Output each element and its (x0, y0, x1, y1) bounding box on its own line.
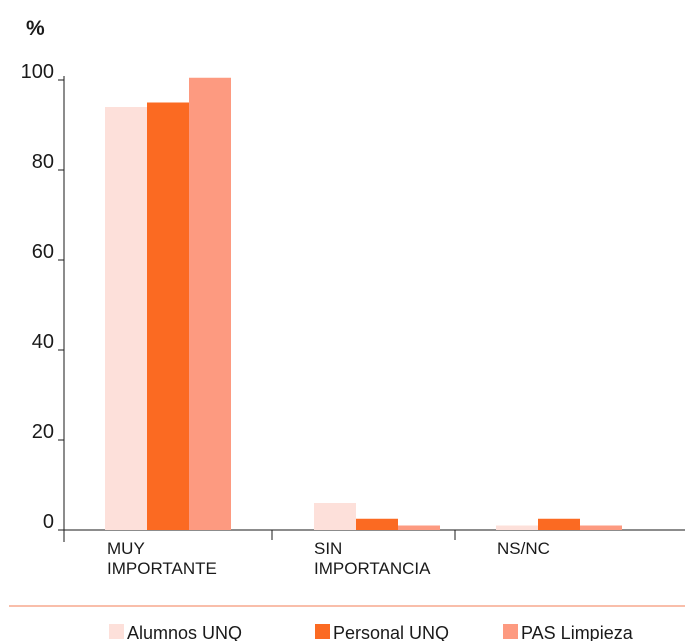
legend-item: Personal UNQ (315, 623, 449, 641)
bar (314, 503, 356, 530)
bar (189, 77, 231, 530)
bars (105, 77, 622, 530)
category-labels: MUY IMPORTANTE SIN IMPORTANCIA NS/NC (107, 539, 550, 578)
legend-item: Alumnos UNQ (109, 623, 242, 641)
legend-swatch (503, 624, 518, 639)
x-category-label: MUY IMPORTANTE (107, 539, 217, 578)
y-tick-label: 100 (21, 61, 54, 83)
legend-label: PAS Limpieza (521, 623, 634, 641)
legend-label: Personal UNQ (333, 623, 449, 641)
legend-swatch (109, 624, 124, 639)
legend: Alumnos UNQ Personal UNQ PAS Limpieza (109, 623, 634, 641)
bar (105, 107, 147, 530)
x-category-label: SIN IMPORTANCIA (314, 539, 431, 578)
legend-item: PAS Limpieza (503, 623, 634, 641)
bar (398, 525, 440, 530)
legend-label: Alumnos UNQ (127, 623, 242, 641)
bar (147, 102, 189, 530)
y-tick-label: 60 (32, 241, 54, 263)
y-tick-label: 40 (32, 331, 54, 353)
y-tick-label: 0 (43, 511, 54, 533)
bar (356, 518, 398, 530)
x-category-label: NS/NC (497, 539, 550, 558)
bar (496, 525, 538, 530)
y-unit-label: % (26, 17, 45, 40)
bar (580, 525, 622, 530)
legend-swatch (315, 624, 330, 639)
axes: 0 20 40 60 80 100 (21, 61, 685, 542)
bar (538, 518, 580, 530)
y-tick-label: 80 (32, 151, 54, 173)
y-tick-label: 20 (32, 421, 54, 443)
